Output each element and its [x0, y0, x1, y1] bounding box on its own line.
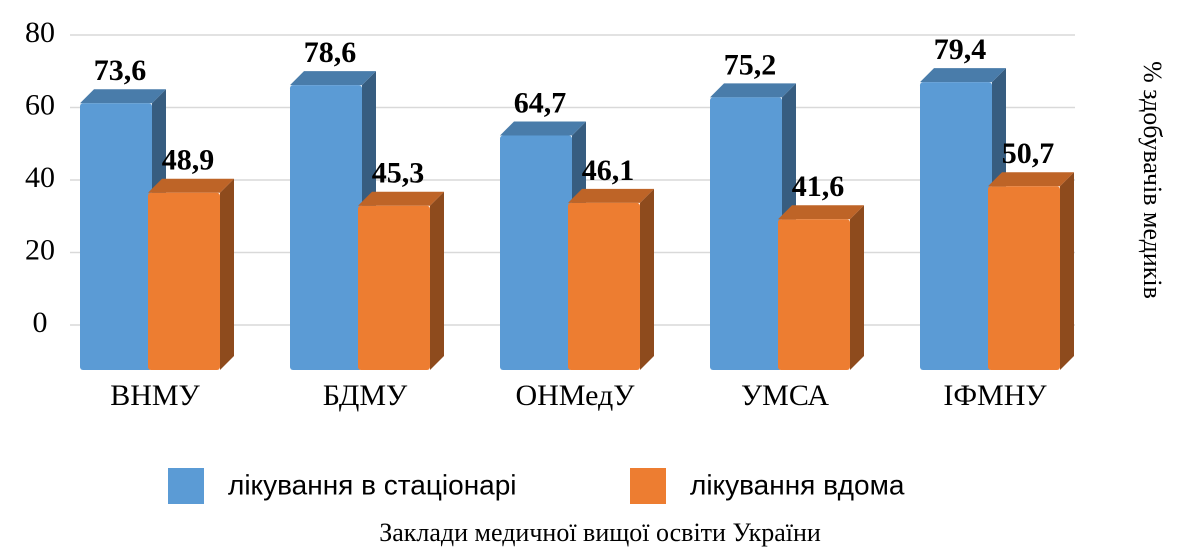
- legend-swatch: [168, 468, 204, 504]
- bar: [778, 219, 850, 370]
- bar-top: [290, 71, 376, 86]
- value-label: 45,3: [372, 157, 425, 190]
- legend-swatch: [630, 468, 666, 504]
- bar: [568, 202, 640, 370]
- bar-group: [988, 172, 1074, 370]
- bar-top: [500, 121, 586, 136]
- x-tick-label: БДМУ: [323, 379, 408, 412]
- x-tick-label: УМСА: [741, 379, 829, 412]
- value-label: 75,2: [724, 48, 777, 81]
- bar-side: [1060, 172, 1074, 370]
- bar: [290, 85, 362, 370]
- bar-side: [640, 188, 654, 370]
- y-axis-label: % здобувачів медиків: [1138, 61, 1167, 299]
- value-label: 78,6: [304, 36, 357, 69]
- bar-top: [80, 89, 166, 104]
- bar: [920, 82, 992, 371]
- bar-top: [710, 83, 796, 98]
- bar-top: [778, 205, 864, 220]
- bar-side: [430, 191, 444, 370]
- bar-side: [850, 205, 864, 370]
- value-label: 46,1: [582, 154, 635, 187]
- bar-group: [568, 188, 654, 370]
- bar: [500, 135, 572, 370]
- bar-side: [220, 178, 234, 370]
- bar-top: [568, 188, 654, 203]
- y-tick-label: 20: [25, 233, 55, 266]
- y-tick-label: 40: [25, 161, 55, 194]
- bar: [988, 186, 1060, 370]
- y-tick-label: 60: [25, 88, 55, 121]
- bar: [148, 192, 220, 370]
- value-label: 73,6: [94, 54, 147, 87]
- value-label: 79,4: [934, 33, 987, 66]
- value-label: 41,6: [792, 170, 845, 203]
- bar-top: [920, 68, 1006, 83]
- y-tick-label: 0: [33, 306, 48, 339]
- x-tick-label: ІФМНУ: [943, 379, 1047, 412]
- bar: [80, 103, 152, 370]
- bar: [358, 205, 430, 370]
- bar-top: [148, 178, 234, 193]
- bar-top: [988, 172, 1074, 187]
- x-tick-label: ОНМедУ: [515, 379, 635, 412]
- x-tick-label: ВНМУ: [110, 379, 200, 412]
- bar: [710, 97, 782, 371]
- bar-top: [358, 191, 444, 206]
- value-label: 64,7: [514, 86, 567, 119]
- value-label: 50,7: [1002, 137, 1055, 170]
- x-axis-label: Заклади медичної вищої освіти України: [379, 518, 821, 547]
- bar-group: [148, 178, 234, 370]
- bar-group: [358, 191, 444, 370]
- y-tick-label: 80: [25, 16, 55, 49]
- bar-group: [778, 205, 864, 370]
- legend-label: лікування в стаціонарі: [228, 469, 517, 500]
- legend-label: лікування вдома: [690, 469, 905, 500]
- value-label: 48,9: [162, 144, 215, 177]
